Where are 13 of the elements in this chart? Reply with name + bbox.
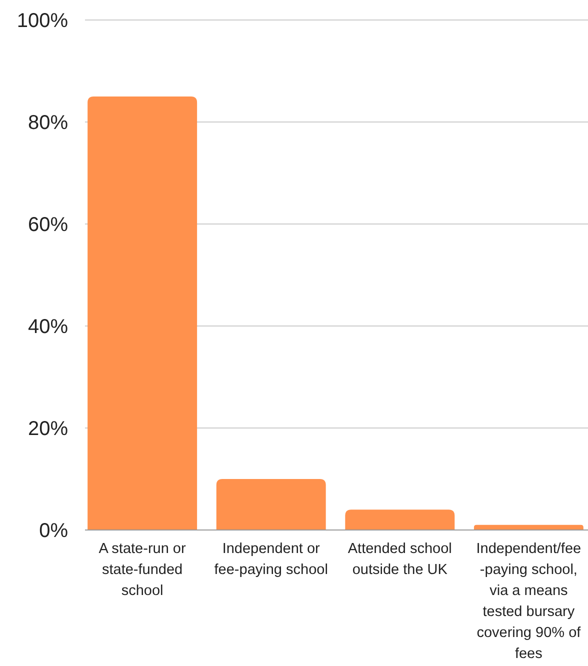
x-tick-label: Independent/fee-paying school, via a means tested bursary covering 90% of fees: [476, 541, 582, 662]
y-tick-label: 20%: [28, 418, 68, 440]
y-tick-label: 60%: [28, 214, 68, 236]
bar: [216, 479, 326, 530]
y-tick-label: 80%: [28, 112, 68, 134]
bar: [345, 510, 455, 530]
x-tick-label: Attended school outside the UK: [348, 541, 452, 578]
x-tick-label: Independent or fee-paying school: [214, 541, 328, 578]
bar: [88, 96, 198, 530]
y-tick-label: 100%: [16, 10, 68, 32]
y-tick-label: 40%: [28, 316, 68, 338]
y-tick-label: 0%: [39, 520, 68, 542]
x-tick-label: A state-run or state-funded school: [98, 541, 186, 599]
